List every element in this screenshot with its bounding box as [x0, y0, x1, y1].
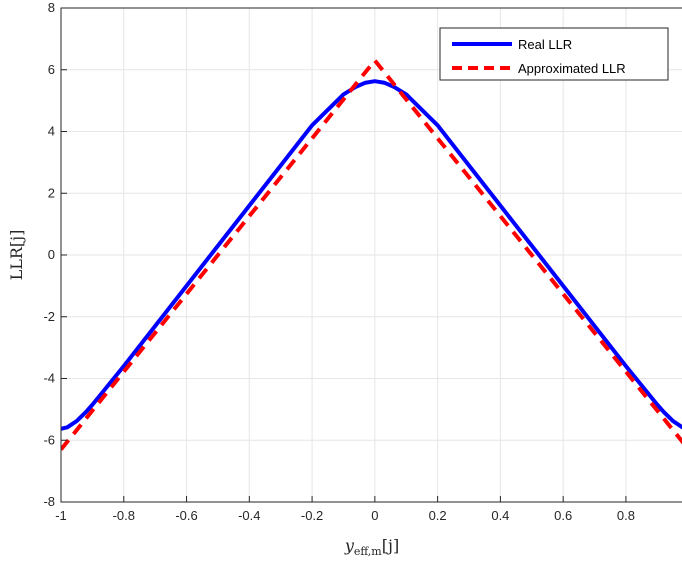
y-tick-label: -6 — [43, 432, 55, 447]
series-line-real-llr — [61, 79, 682, 431]
x-tick-label: 0.4 — [491, 508, 509, 523]
legend-box — [439, 27, 669, 81]
x-axis-label-subscript: eff,m — [354, 545, 382, 558]
x-tick-label: 0.2 — [429, 508, 447, 523]
x-axis-label-suffix: [j] — [382, 536, 399, 555]
y-tick-label: 0 — [48, 247, 55, 262]
legend: Real LLR Approximated LLR — [439, 27, 669, 81]
y-tick-label: -2 — [43, 309, 55, 324]
series-line-approximated-llr — [61, 58, 682, 451]
y-tick-label: 6 — [48, 62, 55, 77]
y-axis-label: LLR[j] — [7, 230, 26, 281]
y-tick-label: -4 — [43, 371, 55, 386]
y-tick-label: -8 — [43, 494, 55, 509]
y-tick-label: 2 — [48, 185, 55, 200]
legend-label-real-llr: Real LLR — [518, 37, 572, 52]
tick-layer: -1 -0.8 -0.6 -0.4 -0.2 0 0.2 0.4 0.6 0.8 -8 -6 -4 -2 0… — [43, 0, 635, 523]
x-axis-label: yeff,m[j] — [344, 536, 399, 558]
x-tick-label: -0.6 — [175, 508, 197, 523]
x-axis-label-base: y — [344, 536, 355, 555]
y-tick-label: 4 — [48, 124, 55, 139]
legend-label-approximated-llr: Approximated LLR — [518, 61, 626, 76]
x-tick-label: -0.4 — [238, 508, 260, 523]
x-tick-label: 0 — [371, 508, 378, 523]
x-tick-label: -0.8 — [113, 508, 135, 523]
y-axis-label-text: LLR[j] — [7, 230, 26, 281]
x-tick-label: -1 — [55, 508, 67, 523]
x-tick-label: -0.2 — [301, 508, 323, 523]
series-layer — [61, 58, 682, 451]
x-tick-label: 0.6 — [554, 508, 572, 523]
x-tick-label: 0.8 — [617, 508, 635, 523]
y-tick-label: 8 — [48, 0, 55, 15]
